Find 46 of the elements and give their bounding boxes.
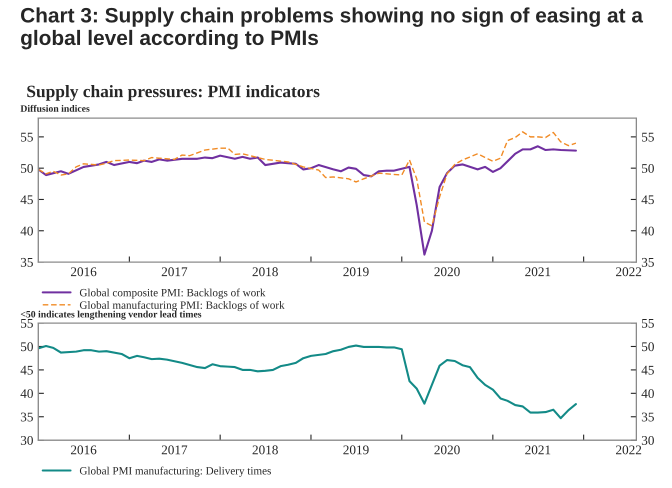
y2-tick-label: 55: [642, 318, 654, 328]
y-tick-label: 35: [20, 412, 33, 422]
x-tick-label: 2017: [162, 445, 188, 454]
y-tick-label: 45: [20, 366, 33, 375]
y-tick-label: 50: [21, 164, 33, 173]
y-axis-title: <50 indicates lengthening vendor lead times: [20, 310, 202, 320]
legend-label: Global PMI manufacturing: Delivery times: [80, 466, 271, 477]
line-series: [38, 131, 577, 226]
x-tick-label: 2019: [343, 445, 369, 454]
chart-subtitle: Supply chain pressures: PMI indicators: [27, 85, 320, 101]
y2-tick-label: 45: [642, 366, 654, 375]
x-tick-label: 2020: [434, 445, 460, 454]
x-tick-label: 2021: [525, 445, 550, 454]
y2-tick-label: 50: [642, 164, 654, 173]
x-tick-label: 2022: [616, 267, 642, 276]
y-tick-label: 55: [21, 318, 33, 328]
y2-tick-label: 30: [642, 436, 654, 445]
chart-title: Chart 3: Supply chain problems showing no sign of easing at a global level according to PMIs: [21, 7, 644, 50]
y-tick-label: 40: [20, 226, 33, 236]
y-tick-label: 35: [20, 258, 33, 267]
x-tick-label: 2018: [252, 267, 278, 276]
y-tick-label: 55: [21, 132, 33, 142]
y2-tick-label: 35: [642, 412, 654, 422]
x-tick-label: 2021: [525, 267, 550, 276]
x-tick-label: 2020: [434, 267, 460, 276]
x-tick-label: 2017: [162, 267, 188, 276]
line-series: [38, 344, 577, 420]
y-tick-label: 50: [21, 342, 33, 352]
y-tick-label: 40: [20, 389, 33, 398]
y2-tick-label: 50: [642, 342, 654, 352]
x-tick-label: 2022: [616, 445, 642, 454]
x-tick-label: 2018: [252, 445, 278, 454]
y2-tick-label: 40: [642, 226, 654, 236]
line-series: [38, 145, 577, 256]
legend-label: Global manufacturing PMI: Backlogs of work: [80, 300, 285, 312]
y2-tick-label: 45: [642, 195, 654, 204]
y2-tick-label: 40: [642, 389, 654, 398]
x-tick-label: 2016: [70, 445, 96, 454]
y-tick-label: 30: [20, 436, 33, 445]
legend-label: Global composite PMI: Backlogs of work: [80, 288, 266, 299]
y2-tick-label: 35: [642, 258, 654, 267]
x-tick-label: 2019: [343, 267, 369, 276]
x-tick-label: 2016: [70, 267, 96, 276]
y-axis-title: Diffusion indices: [20, 104, 90, 112]
y2-tick-label: 55: [642, 132, 654, 142]
y-tick-label: 45: [20, 195, 33, 204]
